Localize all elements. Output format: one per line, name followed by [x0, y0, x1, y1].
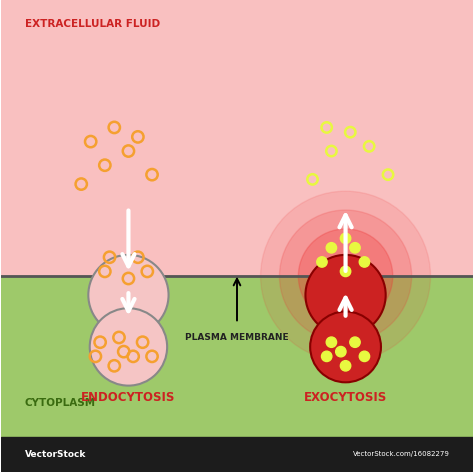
Circle shape — [350, 337, 360, 347]
Circle shape — [280, 210, 411, 342]
Bar — [1, 437, 473, 472]
Text: EXOCYTOSIS: EXOCYTOSIS — [304, 390, 387, 404]
Circle shape — [261, 191, 430, 361]
Circle shape — [317, 257, 327, 267]
Circle shape — [326, 337, 337, 347]
Circle shape — [90, 308, 167, 386]
Circle shape — [336, 346, 346, 357]
Text: CYTOPLASM: CYTOPLASM — [25, 398, 96, 408]
Text: PLASMA MEMBRANE: PLASMA MEMBRANE — [185, 333, 289, 342]
Text: VectorStock.com/16082279: VectorStock.com/16082279 — [353, 451, 449, 457]
Circle shape — [350, 243, 360, 253]
Circle shape — [340, 361, 351, 371]
Circle shape — [340, 233, 351, 244]
Circle shape — [326, 243, 337, 253]
Circle shape — [359, 257, 370, 267]
Text: VectorStock: VectorStock — [25, 450, 86, 459]
Bar — [1, 276, 473, 437]
Circle shape — [88, 255, 169, 335]
Circle shape — [298, 229, 393, 323]
Circle shape — [310, 312, 381, 382]
Text: EXTRACELLULAR FLUID: EXTRACELLULAR FLUID — [25, 19, 160, 29]
Circle shape — [321, 351, 332, 362]
Text: ENDOCYTOSIS: ENDOCYTOSIS — [81, 390, 176, 404]
Circle shape — [305, 255, 386, 335]
Bar — [1, 0, 473, 276]
Circle shape — [340, 266, 351, 277]
Circle shape — [359, 351, 370, 362]
